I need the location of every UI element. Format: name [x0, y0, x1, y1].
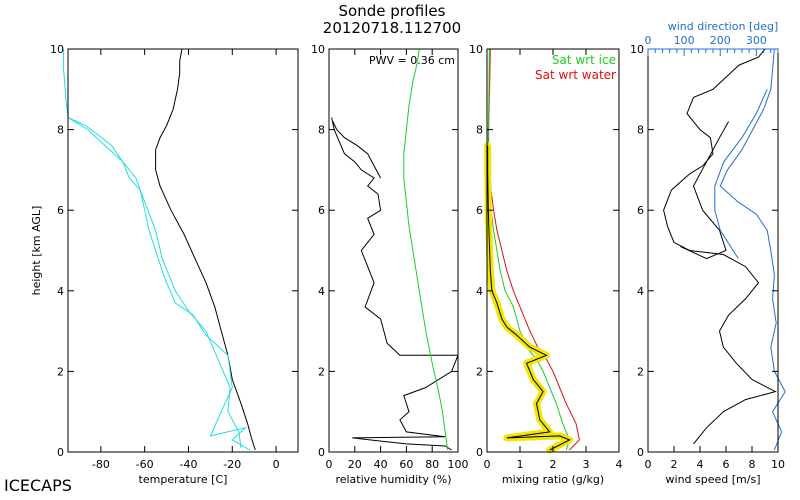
temperature-series-1-line — [63, 49, 251, 451]
temperature-ytick-label: 10 — [50, 43, 64, 56]
mixing_ratio-ytick-label: 6 — [476, 204, 483, 217]
relative_humidity-frame — [328, 48, 459, 453]
wind-series-2-line — [719, 48, 786, 451]
wind-xtick-label: 2 — [671, 458, 678, 471]
relative_humidity-ytick-label: 8 — [318, 124, 325, 137]
relative_humidity-series-2-line — [403, 48, 449, 451]
wind-xtick-label: 4 — [697, 458, 704, 471]
panel-temperature: 0 2 4 6 8 10 -80 -60 -40 -20 0 temperature [C] heigh… — [30, 43, 299, 486]
relative_humidity-annotation: PWV = 0.36 cm — [369, 54, 455, 67]
wind-ytick-label: 4 — [637, 285, 644, 298]
temperature-xtick-label: -20 — [223, 458, 241, 471]
wind-top-tick-label: 100 — [674, 34, 695, 47]
wind-ytick-label: 0 — [637, 446, 644, 459]
wind-ytick-label: 10 — [630, 43, 644, 56]
relative_humidity-xtick-label: 80 — [425, 458, 439, 471]
relative_humidity-xlabel: relative humidity (%) — [335, 473, 451, 486]
temperature-xtick-label: -60 — [136, 458, 154, 471]
temperature-ylabel: height [km AGL] — [30, 206, 43, 296]
relative_humidity-ytick-label: 4 — [318, 285, 325, 298]
mixing_ratio-series-0-line — [488, 48, 580, 451]
mixing_ratio-xlabel: mixing ratio (g/kg) — [502, 473, 604, 486]
mixing_ratio-ytick-label: 8 — [476, 124, 483, 137]
relative_humidity-xtick-label: 0 — [326, 458, 333, 471]
wind-series-3-line — [714, 89, 768, 259]
wind-xtick-label: 0 — [645, 458, 652, 471]
relative_humidity-xtick-label: 60 — [399, 458, 413, 471]
wind-ytick-label: 6 — [637, 204, 644, 217]
relative_humidity-series-1-line — [332, 121, 382, 179]
relative_humidity-xtick-label: 100 — [448, 458, 469, 471]
temperature-frame — [67, 48, 299, 453]
figure-title: Sonde profiles — [339, 2, 446, 20]
mixing_ratio-xtick-label: 4 — [616, 458, 623, 471]
temperature-ytick-label: 4 — [57, 285, 64, 298]
wind-xtick-label: 10 — [771, 458, 785, 471]
mixing_ratio-xtick-label: 2 — [550, 458, 557, 471]
temperature-xlabel: temperature [C] — [139, 473, 228, 486]
wind-xtick-label: 8 — [749, 458, 756, 471]
relative_humidity-xtick-label: 20 — [348, 458, 362, 471]
mixing_ratio-legend-0: Sat wrt ice — [552, 53, 616, 67]
wind-top-axis-label: wind direction [deg] — [668, 20, 779, 33]
temperature-xtick-label: 0 — [273, 458, 280, 471]
relative_humidity-ytick-label: 0 — [318, 446, 325, 459]
mixing_ratio-xtick-label: 1 — [517, 458, 524, 471]
mixing_ratio-legend-1: Sat wrt water — [535, 68, 616, 82]
temperature-series-2-line — [67, 117, 242, 449]
relative_humidity-ytick-label: 6 — [318, 204, 325, 217]
mixing_ratio-ytick-label: 10 — [469, 43, 483, 56]
wind-ytick-label: 8 — [637, 124, 644, 137]
mixing_ratio-series-2-line — [487, 145, 571, 451]
wind-xlabel: wind speed [m/s] — [666, 473, 761, 486]
relative_humidity-series-0-line — [331, 117, 459, 451]
temperature-ytick-label: 6 — [57, 204, 64, 217]
mixing_ratio-xtick-label: 3 — [583, 458, 590, 471]
temperature-series-0-line — [155, 48, 256, 451]
wind-series-0-line — [663, 48, 777, 445]
relative_humidity-ytick-label: 2 — [318, 365, 325, 378]
mixing_ratio-series-1-line — [487, 48, 571, 451]
wind-xtick-label: 6 — [723, 458, 730, 471]
wind-ytick-label: 2 — [637, 365, 644, 378]
figure-subtitle: 20120718.112700 — [323, 19, 461, 37]
relative_humidity-xtick-label: 40 — [374, 458, 388, 471]
panel-mixing_ratio: 0 2 4 6 8 10 0 1 2 3 4 mixing ratio (g/kg) Sat wrt i… — [469, 43, 623, 486]
wind-top-tick-label: 300 — [746, 34, 767, 47]
temperature-ytick-label: 2 — [57, 365, 64, 378]
mixing_ratio-xtick-label: 0 — [484, 458, 491, 471]
wind-top-tick-label: 200 — [710, 34, 731, 47]
wind-series-1-line — [680, 121, 730, 260]
mixing_ratio-series-2-highlight — [484, 142, 573, 454]
temperature-xtick-label: -80 — [92, 458, 110, 471]
mixing_ratio-ytick-label: 2 — [476, 365, 483, 378]
temperature-xtick-label: -40 — [179, 458, 197, 471]
mixing_ratio-ytick-label: 4 — [476, 285, 483, 298]
temperature-ytick-label: 8 — [57, 124, 64, 137]
relative_humidity-ytick-label: 10 — [311, 43, 325, 56]
wind-top-tick-label: 0 — [645, 34, 652, 47]
mixing_ratio-ytick-label: 0 — [476, 446, 483, 459]
footer-label: ICECAPS — [4, 476, 72, 495]
mixing_ratio-frame — [486, 48, 620, 453]
temperature-ytick-label: 0 — [57, 446, 64, 459]
